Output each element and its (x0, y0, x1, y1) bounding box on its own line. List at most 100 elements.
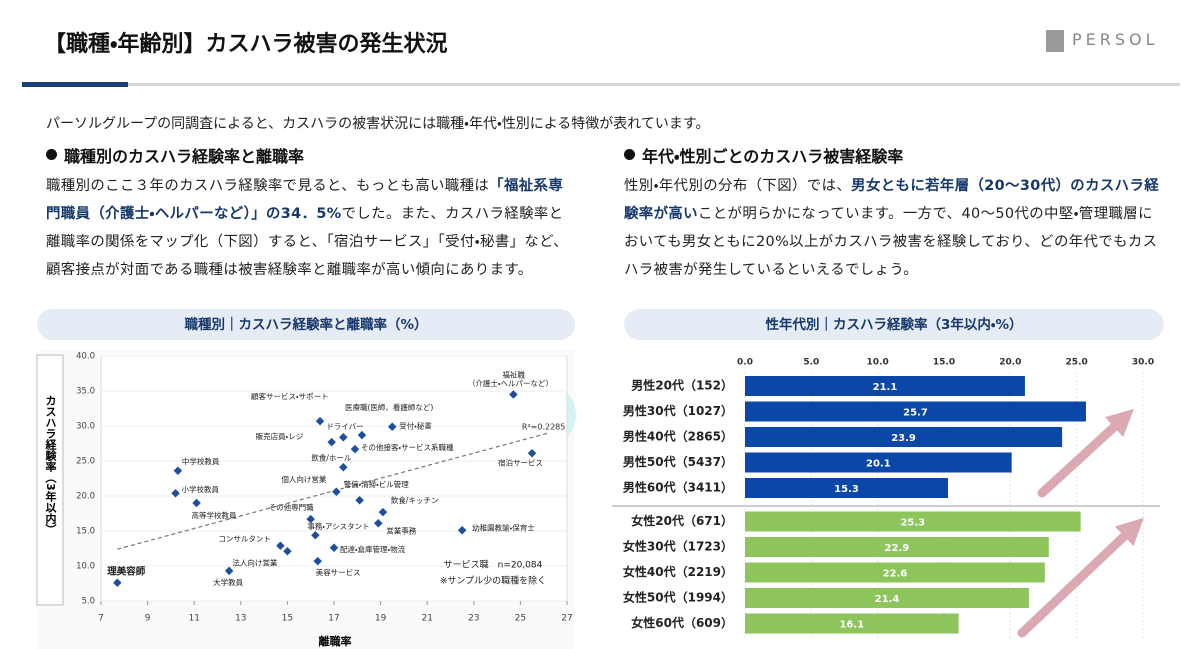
x-tick-label: 17 (328, 614, 339, 624)
point (339, 463, 348, 472)
text-run: ことが明らかになっています。一方で、40〜50代の中堅・管理職層においても男女と… (624, 206, 1158, 278)
logo-icon (1046, 30, 1064, 52)
category-label: 男性40代（2865） (623, 429, 733, 444)
point-label: 宿泊サービス (498, 457, 543, 467)
x-tick-label: 27 (561, 614, 572, 624)
point (327, 437, 336, 447)
bar (745, 452, 1012, 473)
point-label: 医療職(医師、看護師など) (345, 402, 433, 412)
point (313, 556, 322, 566)
emphasis-text: 男女ともに若年層（20〜30代）のカスハラ経験率が高い (624, 178, 1160, 222)
point-label: 個人向け営業 (281, 474, 326, 484)
bar (745, 537, 1049, 557)
divider (22, 83, 1180, 86)
bar (745, 376, 1025, 396)
section-paragraph: 職種別のここ３年のカスハラ経験率で見ると、もっとも高い職種は「福祉系専門職員（介… (46, 172, 574, 284)
chart-title-banner (37, 309, 575, 340)
category-label: 女性40代（2219） (623, 564, 733, 579)
point (388, 422, 397, 431)
divider-accent (22, 82, 128, 87)
category-label: 男性30代（1027） (623, 403, 733, 418)
point (357, 430, 367, 440)
intro-text: パーソルグループの同調査によると、カスハラの被害状況には職種・年代・性別による特… (46, 116, 710, 132)
point (355, 495, 364, 505)
y-tick-label: 5.0 (81, 597, 95, 607)
x-tick-label: 11 (188, 614, 199, 624)
value-label: 25.7 (903, 408, 928, 419)
annotation: （介護士・ヘルパーなど） (468, 378, 553, 388)
plot-frame (100, 355, 568, 602)
text-run: でした。また、カスハラ経験率と離職率の関係をマップ化（下図）すると、「宿泊サービ… (46, 206, 569, 278)
y-tick-label: 30.0 (76, 422, 95, 432)
trend-arrow (1017, 517, 1144, 638)
x-tick-label: 15.0 (933, 358, 955, 368)
trendline-label: R²=0.2285 (522, 423, 565, 432)
point (329, 543, 339, 553)
point (339, 432, 348, 442)
x-tick-label: 25.0 (1066, 358, 1088, 368)
point-label: 小学校教員 (182, 484, 220, 494)
point (276, 541, 285, 550)
annotation: サービス職 n=20,084 (444, 559, 543, 571)
section-heading: 職種別のカスハラ経験率と離職率 (46, 143, 304, 167)
x-tick-label: 13 (235, 614, 246, 624)
point-label: 配達・倉庫管理・物流 (340, 544, 406, 554)
x-tick-label: 25 (515, 614, 526, 624)
point (332, 487, 341, 497)
bar (745, 613, 959, 634)
text-run: 性別・年代別の分布（下図）では、 (624, 178, 852, 194)
logo: PERSOL (1072, 30, 1159, 49)
x-axis-label: 離職率 (319, 634, 352, 648)
x-tick-label: 20.0 (999, 358, 1021, 368)
emphasis-text: 「福祉系専門職員（介護士・ヘルパーなど）」の34．5% (46, 178, 564, 222)
point-label: 事務・アシスタント (307, 521, 369, 531)
section-paragraph: 性別・年代別の分布（下図）では、男女ともに若年層（20〜30代）のカスハラ経験率… (624, 172, 1164, 284)
value-label: 23.9 (891, 433, 916, 444)
bar (745, 562, 1045, 583)
point-label: 大学教員 (213, 577, 243, 587)
y-tick-label: 35.0 (76, 387, 95, 397)
point-label: 営業事務 (386, 525, 416, 535)
x-tick-label: 5.0 (803, 358, 819, 368)
value-label: 21.1 (873, 382, 898, 393)
point-label: 理美容師 (107, 565, 146, 577)
point-label: 法人向け営業 (232, 557, 277, 567)
x-tick-label: 9 (145, 614, 151, 624)
value-label: 22.9 (885, 543, 910, 554)
value-label: 20.1 (866, 459, 891, 470)
point (192, 498, 201, 508)
point (315, 416, 325, 426)
chart-title: 性年代別｜カスハラ経験率（3年以内・%） (765, 316, 1022, 333)
bar (745, 478, 948, 498)
y-tick-label: 20.0 (76, 492, 95, 502)
x-tick-label: 15 (282, 614, 293, 624)
value-label: 22.6 (883, 569, 908, 580)
x-tick-label: 10.0 (867, 358, 889, 368)
x-tick-label: 30.0 (1132, 358, 1154, 368)
x-tick-label: 21 (421, 614, 432, 624)
annotation: ※サンプル少の職種を除く (440, 575, 546, 587)
point (509, 390, 518, 399)
category-label: 女性20代（671） (631, 513, 733, 528)
point (457, 526, 467, 535)
bar (745, 588, 1029, 608)
point-label: その他接客・サービス系職種 (361, 442, 454, 452)
bar (745, 511, 1081, 532)
page-title: 【職種・年齢別】カスハラ被害の発生状況 (44, 32, 448, 57)
point (311, 530, 320, 540)
category-label: 女性60代（609） (631, 615, 733, 630)
category-label: 女性50代（1994） (623, 590, 733, 605)
chart-title: 職種別｜カスハラ経験率と離職率（%） (184, 316, 427, 333)
point-label: 福祉職 (502, 370, 525, 380)
point-label: 飲食/ホール (311, 452, 352, 462)
category-label: 女性30代（1723） (623, 539, 733, 554)
point-label: 販売店員・レジ (256, 431, 304, 441)
category-label: 男性60代（3411） (623, 480, 733, 495)
trendline (117, 432, 549, 550)
point-label: 幼稚園教諭・保育士 (472, 522, 535, 532)
point-label: ドライバー (326, 422, 363, 431)
point-label: 顧客サービス・サポート (251, 391, 329, 401)
point-label: 飲食/キッチン (391, 495, 439, 505)
